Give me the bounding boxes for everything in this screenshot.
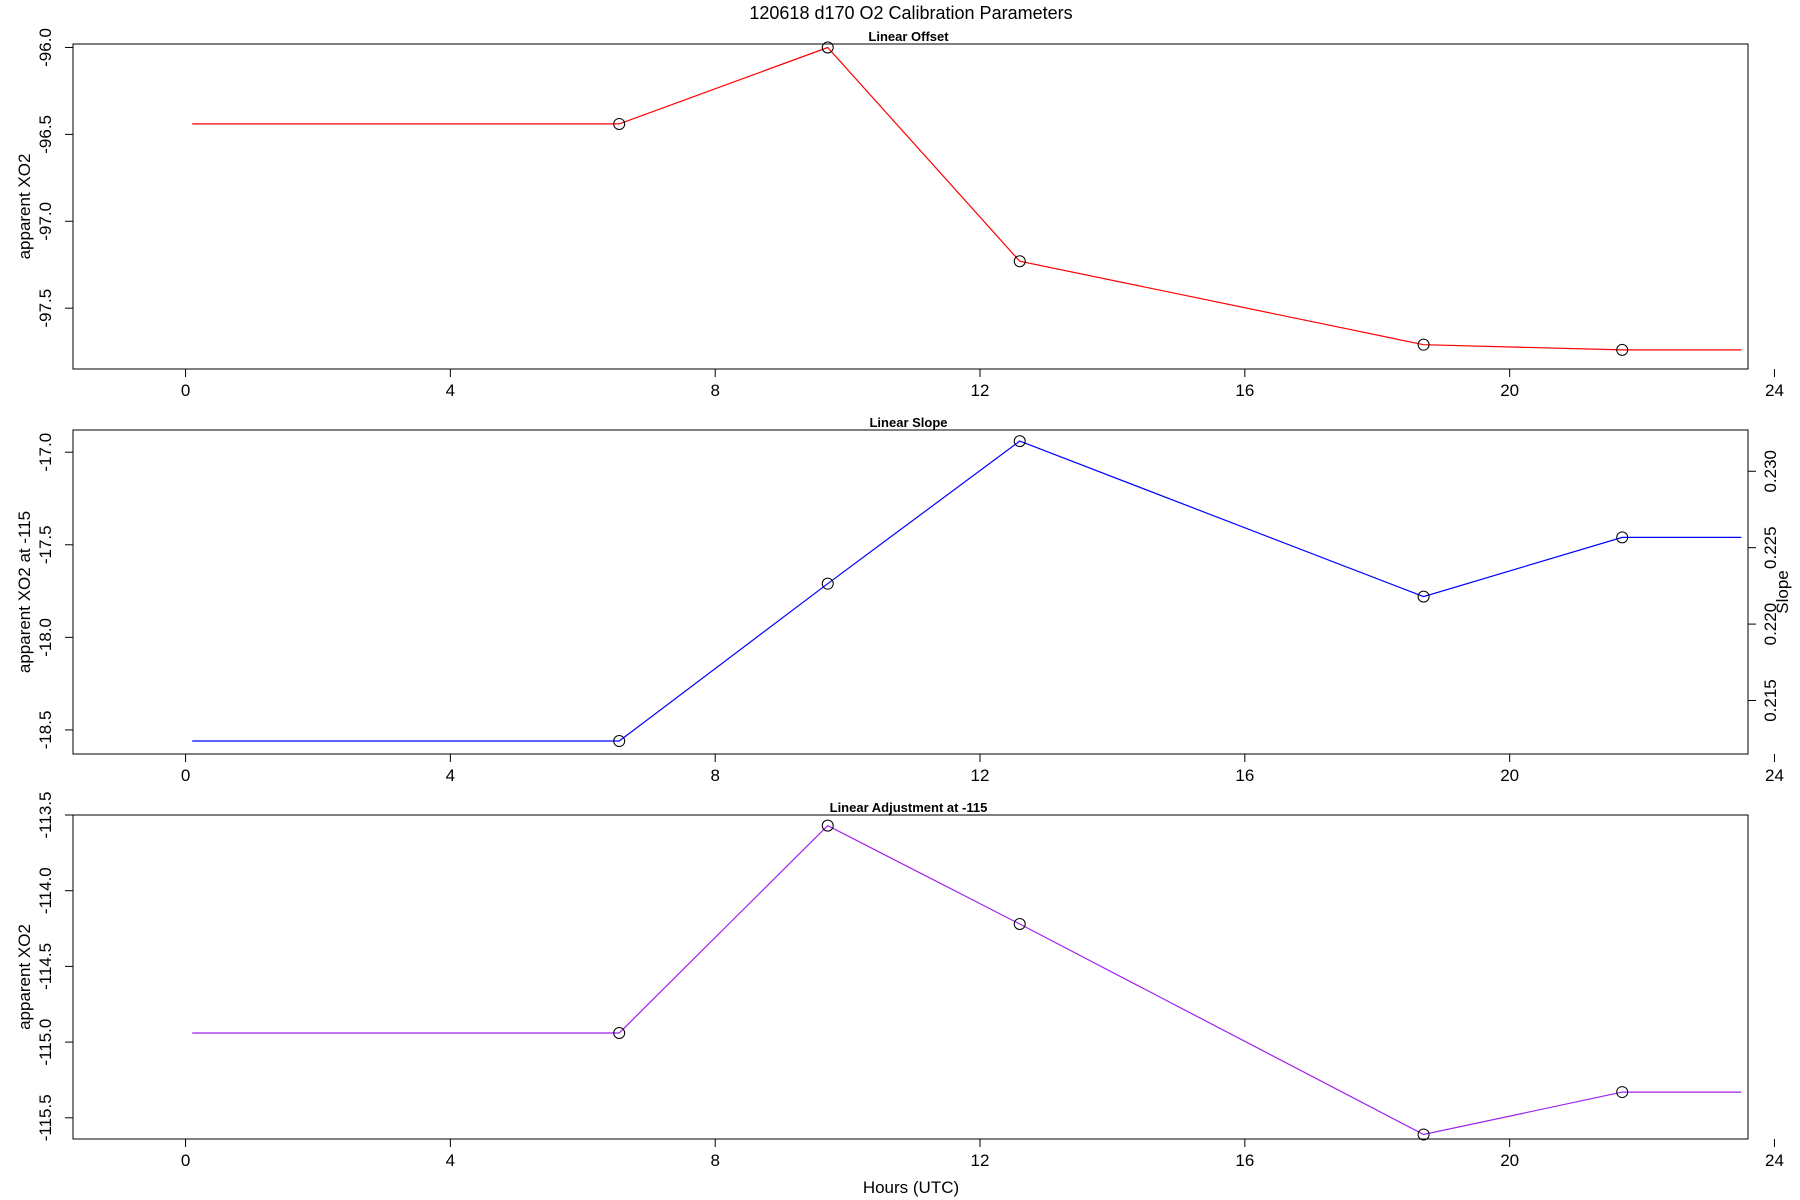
- plot-frame: [72, 43, 1749, 370]
- panel-2: Linear Slope 0 4 8 12 16 20 24 -18.5 -18.0 -17.5 -1…: [15, 415, 1792, 785]
- data-point: [821, 577, 834, 590]
- y-right-tick-label: 0.220: [1761, 603, 1780, 646]
- data-point: [821, 41, 834, 54]
- x-tick-label: 0: [181, 766, 190, 785]
- panel-title: Linear Offset: [868, 29, 949, 44]
- y-tick-label: -97.5: [36, 289, 55, 328]
- x-axis-label: Hours (UTC): [863, 1178, 959, 1197]
- y-tick-label: -18.5: [36, 711, 55, 750]
- x-tick-label: 16: [1235, 766, 1254, 785]
- x-tick-label: 20: [1500, 766, 1519, 785]
- data-point: [1013, 435, 1026, 448]
- x-tick-label: 4: [446, 766, 455, 785]
- data-point: [821, 819, 834, 832]
- data-point: [1616, 1086, 1629, 1099]
- x-tick-label: 20: [1500, 381, 1519, 400]
- y-axis-label: apparent XO2: [15, 924, 34, 1030]
- y-axis-label: apparent XO2 at -115: [15, 511, 34, 673]
- data-point: [1616, 343, 1629, 356]
- y-right-axis-label: Slope: [1773, 570, 1792, 613]
- x-tick-label: 8: [710, 381, 719, 400]
- y-tick-label: -114.5: [36, 943, 55, 990]
- y-tick-label: -115.5: [36, 1094, 55, 1141]
- panel-3: Linear Adjustment at -115 0 4 8 12 16 20 24 -115…: [15, 792, 1784, 1170]
- x-tick-label: 24: [1765, 381, 1784, 400]
- x-tick-label: 12: [971, 766, 990, 785]
- x-tick-label: 12: [971, 381, 990, 400]
- x-tick-label: 16: [1235, 381, 1254, 400]
- y-tick-label: -96.5: [36, 115, 55, 154]
- y-tick-label: -17.0: [36, 433, 55, 472]
- x-tick-label: 4: [446, 381, 455, 400]
- data-point: [1417, 338, 1430, 351]
- x-tick-label: 4: [446, 1151, 455, 1170]
- data-point: [1013, 255, 1026, 268]
- series-line: [192, 46, 1742, 351]
- data-point: [1417, 1128, 1430, 1141]
- y-tick-label: -96.0: [36, 28, 55, 67]
- y-right-tick-label: 0.225: [1761, 526, 1780, 569]
- y-tick-label: -18.0: [36, 618, 55, 657]
- y-right-tick-label: 0.215: [1761, 679, 1780, 722]
- panels: Linear Offset 0 4 8 12 16 20 24 -97.5 -97.0 -96.5 -…: [15, 28, 1792, 1170]
- plot-frame: [72, 429, 1749, 755]
- x-tick-label: 12: [971, 1151, 990, 1170]
- y-tick-label: -114.0: [36, 867, 55, 914]
- data-point: [1417, 590, 1430, 603]
- x-tick-label: 24: [1765, 1151, 1784, 1170]
- x-tick-label: 24: [1765, 766, 1784, 785]
- data-point: [613, 117, 626, 130]
- y-tick-label: -97.0: [36, 202, 55, 241]
- data-point: [613, 735, 626, 748]
- figure-title: 120618 d170 O2 Calibration Parameters: [749, 3, 1072, 23]
- series-line: [192, 824, 1742, 1136]
- data-point: [1616, 531, 1629, 544]
- y-axis-label: apparent XO2: [15, 154, 34, 260]
- x-tick-label: 8: [710, 766, 719, 785]
- series-line: [192, 440, 1742, 742]
- x-tick-label: 8: [710, 1151, 719, 1170]
- x-tick-label: 0: [181, 381, 190, 400]
- y-tick-label: -115.0: [36, 1019, 55, 1066]
- x-tick-label: 0: [181, 1151, 190, 1170]
- data-point: [1013, 918, 1026, 931]
- data-point: [613, 1027, 626, 1040]
- panel-title: Linear Slope: [869, 415, 947, 430]
- plot-frame: [72, 814, 1749, 1140]
- panel-title: Linear Adjustment at -115: [830, 800, 988, 815]
- y-tick-label: -113.5: [36, 792, 55, 839]
- x-tick-label: 16: [1235, 1151, 1254, 1170]
- x-tick-label: 20: [1500, 1151, 1519, 1170]
- y-right-tick-label: 0.230: [1761, 450, 1780, 493]
- y-tick-label: -17.5: [36, 525, 55, 564]
- panel-1: Linear Offset 0 4 8 12 16 20 24 -97.5 -97.0 -96.5 -…: [15, 28, 1784, 400]
